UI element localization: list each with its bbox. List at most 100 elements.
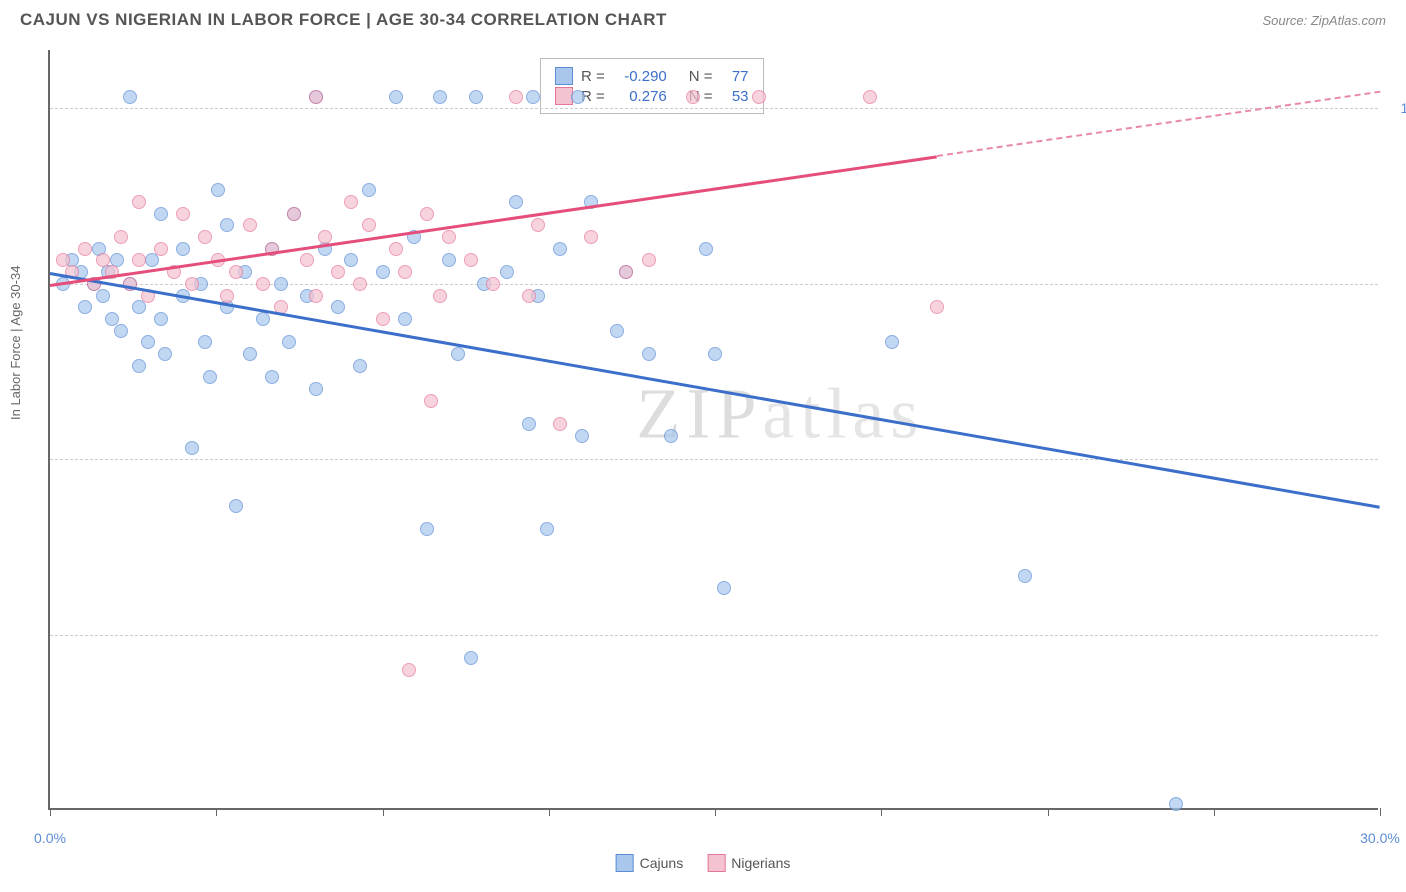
- nigerian-point: [220, 289, 234, 303]
- cajun-point: [885, 335, 899, 349]
- cajun-point: [442, 253, 456, 267]
- nigerian-point: [132, 253, 146, 267]
- legend-item-cajun: Cajuns: [616, 854, 684, 872]
- cajun-point: [420, 522, 434, 536]
- cajun-point: [1169, 797, 1183, 811]
- nigerian-point: [198, 230, 212, 244]
- nigerian-point: [522, 289, 536, 303]
- nigerian-point: [309, 289, 323, 303]
- cajun-point: [353, 359, 367, 373]
- x-tick-label: 30.0%: [1360, 830, 1400, 846]
- x-tick: [549, 808, 550, 816]
- cajun-point: [331, 300, 345, 314]
- cajun-point: [464, 651, 478, 665]
- nigerian-point: [486, 277, 500, 291]
- cajun-point: [256, 312, 270, 326]
- nigerian-point: [619, 265, 633, 279]
- nigerian-point: [114, 230, 128, 244]
- cajun-point: [203, 370, 217, 384]
- nigerian-swatch-icon: [707, 854, 725, 872]
- nigerian-point: [686, 90, 700, 104]
- legend-item-nigerian: Nigerians: [707, 854, 790, 872]
- nigerian-trend-extrapolation: [937, 91, 1381, 157]
- cajun-point: [1018, 569, 1032, 583]
- nigerian-point: [185, 277, 199, 291]
- nigerian-point: [78, 242, 92, 256]
- x-tick: [881, 808, 882, 816]
- cajun-point: [274, 277, 288, 291]
- nigerian-point: [442, 230, 456, 244]
- nigerian-point: [376, 312, 390, 326]
- cajun-point: [642, 347, 656, 361]
- nigerian-point: [344, 195, 358, 209]
- source-label: Source: ZipAtlas.com: [1262, 13, 1386, 28]
- cajun-point: [708, 347, 722, 361]
- x-tick: [1048, 808, 1049, 816]
- cajun-point: [699, 242, 713, 256]
- cajun-n-value: 77: [721, 68, 749, 85]
- nigerian-point: [154, 242, 168, 256]
- cajun-point: [114, 324, 128, 338]
- gridline: [50, 284, 1378, 285]
- cajun-point: [198, 335, 212, 349]
- nigerian-point: [389, 242, 403, 256]
- cajun-point: [309, 382, 323, 396]
- y-axis-label: In Labor Force | Age 30-34: [8, 266, 23, 420]
- nigerian-point: [331, 265, 345, 279]
- cajun-r-value: -0.290: [613, 68, 667, 85]
- cajun-point: [123, 90, 137, 104]
- nigerian-point: [509, 90, 523, 104]
- stats-row-cajun: R = -0.290 N = 77: [555, 67, 749, 85]
- cajun-point: [96, 289, 110, 303]
- nigerian-point: [398, 265, 412, 279]
- cajun-point: [141, 335, 155, 349]
- cajun-point: [522, 417, 536, 431]
- nigerian-point: [243, 218, 257, 232]
- series-legend: Cajuns Nigerians: [616, 854, 791, 872]
- nigerian-point: [930, 300, 944, 314]
- cajun-point: [145, 253, 159, 267]
- cajun-point: [376, 265, 390, 279]
- cajun-point: [154, 312, 168, 326]
- cajun-point: [220, 218, 234, 232]
- cajun-point: [575, 429, 589, 443]
- cajun-point: [610, 324, 624, 338]
- nigerian-point: [752, 90, 766, 104]
- x-tick: [1380, 808, 1381, 816]
- nigerian-point: [402, 663, 416, 677]
- x-tick: [1214, 808, 1215, 816]
- nigerian-point: [318, 230, 332, 244]
- nigerian-point: [256, 277, 270, 291]
- x-tick: [383, 808, 384, 816]
- cajun-point: [540, 522, 554, 536]
- x-tick-label: 0.0%: [34, 830, 66, 846]
- cajun-point: [185, 441, 199, 455]
- nigerian-point: [553, 417, 567, 431]
- chart-plot-area: ZIPatlas R = -0.290 N = 77 R = 0.276 N =…: [48, 50, 1378, 810]
- cajun-point: [229, 499, 243, 513]
- nigerian-point: [300, 253, 314, 267]
- cajun-point: [398, 312, 412, 326]
- nigerian-point: [132, 195, 146, 209]
- cajun-point: [282, 335, 296, 349]
- nigerian-point: [176, 207, 190, 221]
- cajun-point: [265, 370, 279, 384]
- y-tick-label: 85.0%: [1388, 276, 1406, 292]
- nigerian-trend-line: [50, 155, 937, 287]
- cajun-point: [344, 253, 358, 267]
- cajun-point: [469, 90, 483, 104]
- y-tick-label: 100.0%: [1388, 100, 1406, 116]
- cajun-point: [132, 359, 146, 373]
- cajun-point: [553, 242, 567, 256]
- cajun-point: [433, 90, 447, 104]
- cajun-point: [243, 347, 257, 361]
- nigerian-point: [309, 90, 323, 104]
- nigerian-point: [229, 265, 243, 279]
- nigerian-point: [353, 277, 367, 291]
- cajun-point: [389, 90, 403, 104]
- cajun-point: [509, 195, 523, 209]
- x-tick: [715, 808, 716, 816]
- cajun-point: [362, 183, 376, 197]
- cajun-point: [211, 183, 225, 197]
- cajun-point: [451, 347, 465, 361]
